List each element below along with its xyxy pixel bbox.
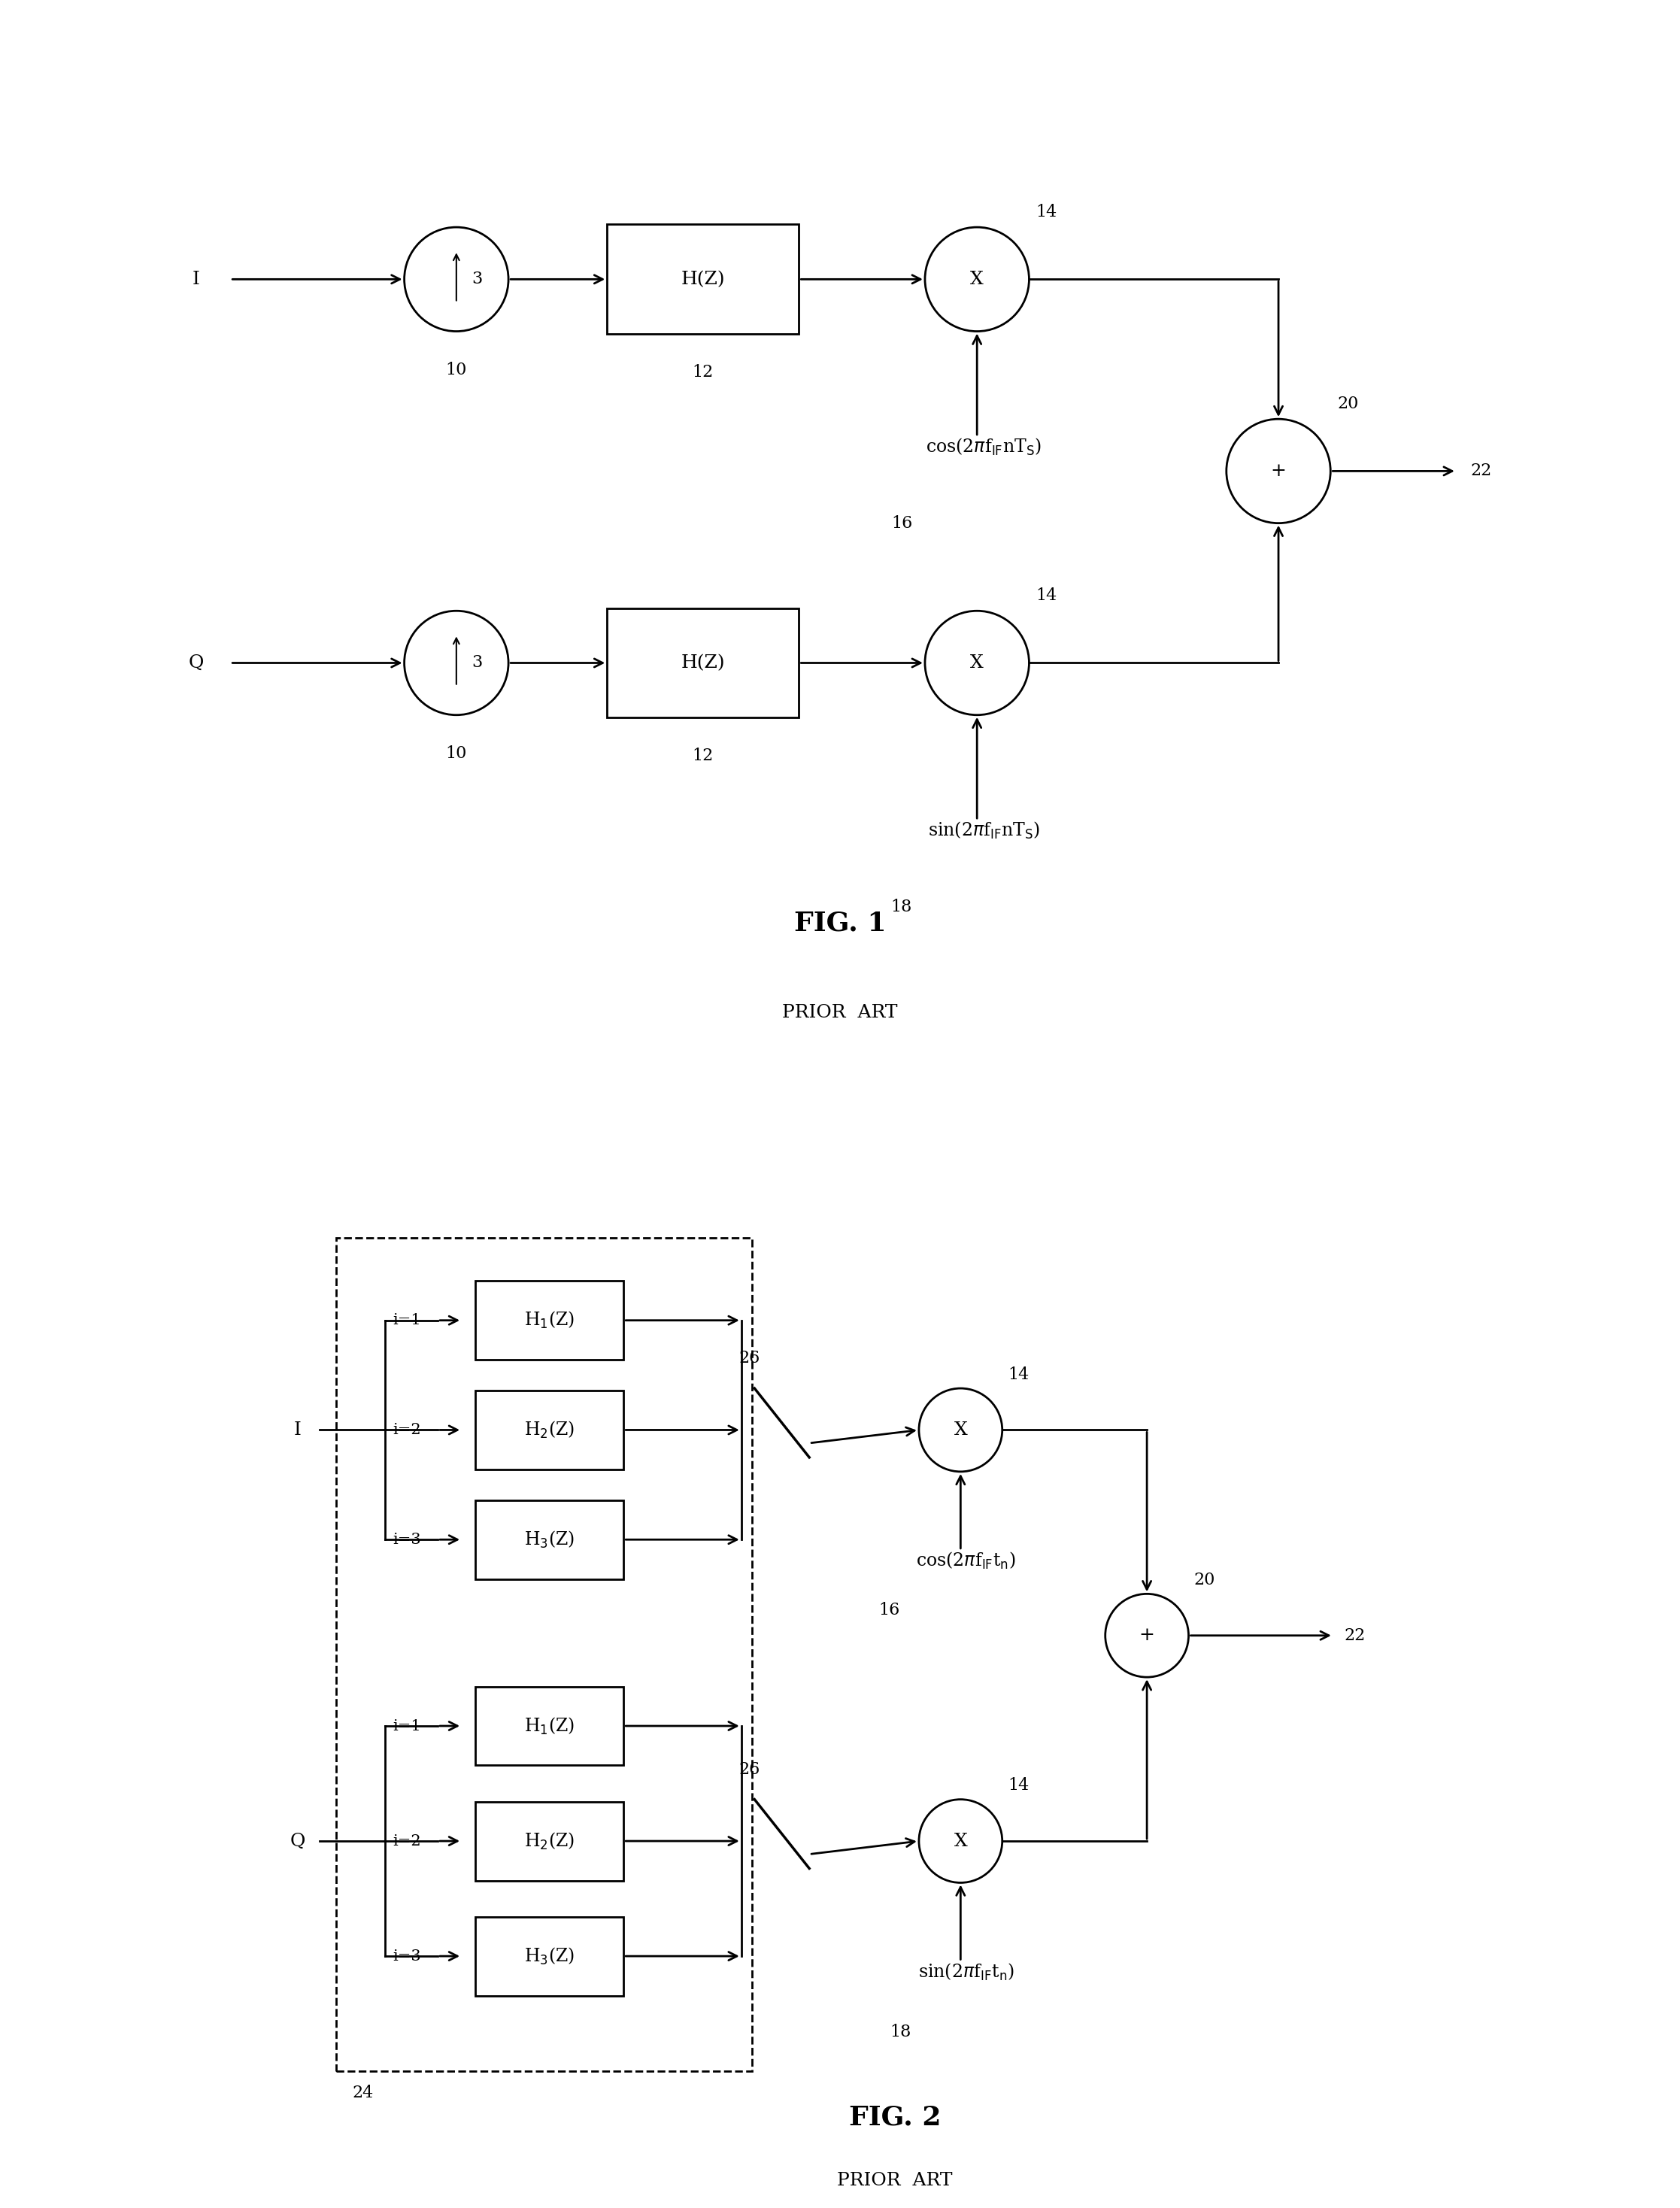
Text: +: +	[1139, 1627, 1154, 1645]
Text: 14: 14	[1037, 587, 1057, 605]
Text: H$_2$(Z): H$_2$(Z)	[524, 1830, 575, 1850]
FancyBboxPatch shape	[475, 1499, 623, 1579]
Text: X: X	[971, 654, 984, 671]
Circle shape	[405, 227, 509, 331]
Circle shape	[405, 612, 509, 715]
Text: 14: 14	[1008, 1777, 1028, 1793]
Text: 14: 14	[1037, 203, 1057, 221]
Text: I: I	[192, 272, 200, 287]
Text: X: X	[954, 1422, 968, 1440]
Text: 22: 22	[1470, 464, 1492, 479]
Text: 16: 16	[890, 514, 912, 532]
Text: 10: 10	[445, 744, 467, 762]
Text: X: X	[954, 1833, 968, 1850]
Text: H$_1$(Z): H$_1$(Z)	[524, 1309, 575, 1331]
Text: 22: 22	[1344, 1627, 1366, 1643]
Text: 20: 20	[1194, 1572, 1215, 1588]
Text: i=3: i=3	[393, 1950, 422, 1963]
Text: i=3: i=3	[393, 1532, 422, 1548]
FancyBboxPatch shape	[475, 1687, 623, 1766]
FancyBboxPatch shape	[475, 1802, 623, 1881]
Text: +: +	[1270, 461, 1287, 479]
Text: cos(2$\pi$f$_{\rm IF}$t$_{\rm n}$): cos(2$\pi$f$_{\rm IF}$t$_{\rm n}$)	[916, 1550, 1016, 1572]
Text: i=2: i=2	[393, 1422, 422, 1437]
FancyBboxPatch shape	[475, 1917, 623, 1996]
Circle shape	[926, 612, 1030, 715]
Text: Q: Q	[188, 654, 203, 671]
Text: i=1: i=1	[393, 1314, 422, 1327]
Text: 18: 18	[890, 2025, 911, 2040]
Text: i=2: i=2	[393, 1835, 422, 1848]
Text: H(Z): H(Z)	[680, 654, 726, 671]
Text: sin(2$\pi$f$_{\rm IF}$t$_{\rm n}$): sin(2$\pi$f$_{\rm IF}$t$_{\rm n}$)	[917, 1961, 1015, 1983]
Text: 26: 26	[739, 1762, 761, 1777]
Circle shape	[1226, 420, 1331, 523]
Text: H$_3$(Z): H$_3$(Z)	[524, 1530, 575, 1550]
Text: sin(2$\pi$f$_{\rm IF}$nT$_{\rm S}$): sin(2$\pi$f$_{\rm IF}$nT$_{\rm S}$)	[927, 821, 1040, 841]
Text: 12: 12	[692, 749, 714, 764]
Text: cos(2$\pi$f$_{\rm IF}$nT$_{\rm S}$): cos(2$\pi$f$_{\rm IF}$nT$_{\rm S}$)	[926, 437, 1042, 457]
Text: 14: 14	[1008, 1367, 1028, 1382]
Text: 20: 20	[1337, 395, 1359, 413]
Circle shape	[919, 1800, 1003, 1883]
Text: H$_3$(Z): H$_3$(Z)	[524, 1945, 575, 1967]
FancyBboxPatch shape	[606, 607, 800, 718]
Circle shape	[926, 227, 1030, 331]
Text: FIG. 2: FIG. 2	[848, 2104, 941, 2131]
FancyBboxPatch shape	[475, 1281, 623, 1360]
Text: 3: 3	[472, 654, 482, 671]
Text: 10: 10	[445, 362, 467, 378]
Text: H(Z): H(Z)	[680, 272, 726, 287]
Text: 24: 24	[353, 2084, 373, 2102]
Text: H$_2$(Z): H$_2$(Z)	[524, 1420, 575, 1440]
Text: FIG. 1: FIG. 1	[795, 910, 885, 936]
Text: X: X	[971, 272, 984, 287]
FancyBboxPatch shape	[336, 1239, 753, 2071]
Text: I: I	[294, 1422, 301, 1440]
Text: 26: 26	[739, 1349, 761, 1367]
FancyBboxPatch shape	[475, 1391, 623, 1471]
Circle shape	[1105, 1594, 1188, 1678]
Text: 12: 12	[692, 364, 714, 380]
Text: 18: 18	[890, 899, 912, 914]
Text: PRIOR  ART: PRIOR ART	[783, 1005, 897, 1020]
Text: Q: Q	[289, 1833, 306, 1850]
Text: PRIOR  ART: PRIOR ART	[837, 2173, 953, 2190]
Text: i=1: i=1	[393, 1718, 422, 1733]
Text: 3: 3	[472, 272, 482, 287]
Text: 16: 16	[879, 1603, 900, 1618]
FancyBboxPatch shape	[606, 225, 800, 333]
Text: H$_1$(Z): H$_1$(Z)	[524, 1716, 575, 1735]
Circle shape	[919, 1389, 1003, 1473]
